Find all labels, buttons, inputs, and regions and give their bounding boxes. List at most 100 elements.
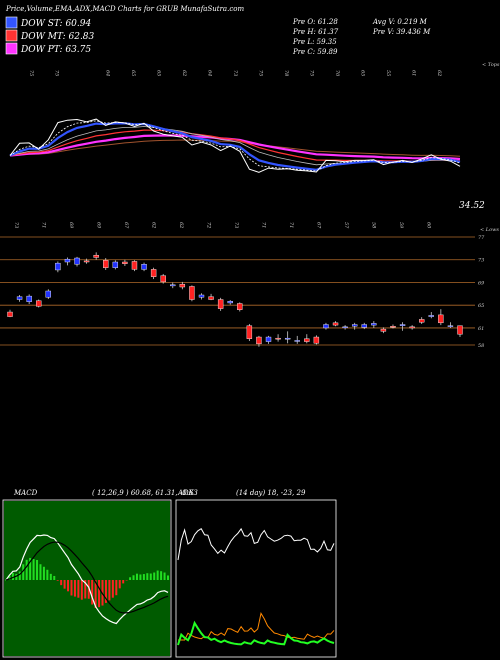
lows-label: < Lows xyxy=(480,227,499,233)
candle-body xyxy=(409,326,415,329)
bottom-number: 59 xyxy=(398,222,404,229)
macd-bar xyxy=(129,577,132,580)
top-number: 65 xyxy=(130,70,136,76)
bottom-number: 69 xyxy=(96,222,102,229)
dow-pt-swatch xyxy=(5,42,18,55)
price-level-label: 58 xyxy=(478,343,484,349)
candle-body xyxy=(323,324,329,329)
macd-label: MACD xyxy=(13,489,38,497)
candle-body xyxy=(16,296,23,300)
adx-frame xyxy=(175,499,337,658)
pre-low: Pre L: 59.35 xyxy=(292,38,337,46)
macd-bar xyxy=(18,571,21,580)
macd-bar xyxy=(29,557,32,580)
candle-body xyxy=(275,337,281,340)
top-number: 75 xyxy=(28,70,34,76)
macd-bar xyxy=(104,580,107,603)
candle-body xyxy=(45,290,51,298)
candle-body xyxy=(170,284,176,287)
pre-high: Pre H: 61.37 xyxy=(292,28,339,36)
candle-body xyxy=(447,325,454,327)
bottom-number: 57 xyxy=(343,222,349,229)
dow-mt-swatch xyxy=(5,29,18,42)
macd-bar xyxy=(36,559,39,580)
bottom-number: 58 xyxy=(371,222,377,228)
dow-st-label: DOW ST: 60.94 xyxy=(20,19,91,29)
candle-body xyxy=(457,325,463,335)
macd-bar xyxy=(142,574,145,580)
macd-bar xyxy=(156,570,159,580)
bottom-number: 67 xyxy=(316,222,322,229)
candle-body xyxy=(55,262,61,271)
macd-bar xyxy=(135,573,138,580)
candle-body xyxy=(217,299,224,309)
candle-body xyxy=(64,258,71,263)
ema-mt-line xyxy=(9,129,461,162)
bottom-number: 60 xyxy=(426,222,432,229)
candle-body xyxy=(227,301,233,304)
top-number: 62 xyxy=(181,70,187,76)
candle-body xyxy=(189,286,195,300)
pre-volume: Pre V: 39.436 M xyxy=(372,28,431,36)
macd-bar xyxy=(153,572,156,580)
candle-body xyxy=(160,275,166,283)
macd-params: ( 12,26,9 ) 60.68, 61.31, -0.63 xyxy=(92,489,198,497)
candle-body xyxy=(428,315,434,317)
macd-bar xyxy=(63,580,66,589)
macd-bar xyxy=(53,575,56,580)
candle-body xyxy=(179,283,186,288)
candle-body xyxy=(74,257,80,265)
macd-bar xyxy=(22,564,25,580)
macd-line xyxy=(5,534,169,625)
top-number: 75 xyxy=(54,70,60,76)
macd-bar xyxy=(42,566,45,580)
candle-body xyxy=(332,322,339,326)
top-number: 61 xyxy=(411,70,417,76)
top-number: 62 xyxy=(436,70,442,76)
adx-line xyxy=(177,527,335,561)
bottom-number: 73 xyxy=(233,222,239,228)
candle-body xyxy=(150,269,157,277)
macd-signal-line xyxy=(5,541,169,614)
candle-body xyxy=(103,260,109,268)
adx-lines xyxy=(177,527,335,646)
bottom-number: 71 xyxy=(41,222,47,228)
bottom-numbers: 73 71 69 69 67 62 62 72 73 71 71 67 57 58 59 60 xyxy=(13,222,432,229)
tops-label: < Tops xyxy=(482,62,500,68)
bottom-number: 71 xyxy=(288,222,294,228)
macd-bar xyxy=(67,580,70,592)
dow-mt-label: DOW MT: 62.83 xyxy=(20,32,95,42)
macd-bar xyxy=(56,580,59,581)
candle-body xyxy=(26,295,32,302)
plus-di-line xyxy=(177,620,335,646)
ema-lines xyxy=(9,118,461,173)
candle-body xyxy=(284,337,291,340)
candle-body xyxy=(361,324,367,328)
macd-lines xyxy=(5,534,169,625)
macd-bar xyxy=(70,580,73,596)
price-level-label: 77 xyxy=(478,235,485,241)
candle-body xyxy=(342,326,348,329)
candle-body xyxy=(390,326,396,328)
candles xyxy=(7,252,463,347)
macd-bar xyxy=(80,580,83,600)
candle-body xyxy=(399,324,406,326)
macd-bar xyxy=(125,580,128,581)
close-line xyxy=(9,118,461,173)
macd-bar xyxy=(160,571,163,580)
macd-bar xyxy=(108,580,111,601)
top-number: 65 xyxy=(360,70,366,76)
candle-body xyxy=(419,319,425,323)
candle-body xyxy=(198,294,205,298)
macd-bar xyxy=(25,559,28,580)
top-number: 75 xyxy=(258,70,264,76)
price-level-label: 61 xyxy=(478,326,484,332)
macd-bar xyxy=(163,572,166,580)
top-number: 73 xyxy=(232,70,238,76)
macd-bar xyxy=(146,573,149,580)
top-number: 75 xyxy=(309,70,315,76)
adx-label: ADX xyxy=(177,489,195,497)
bottom-number: 67 xyxy=(123,222,129,229)
top-number: 78 xyxy=(283,70,289,76)
